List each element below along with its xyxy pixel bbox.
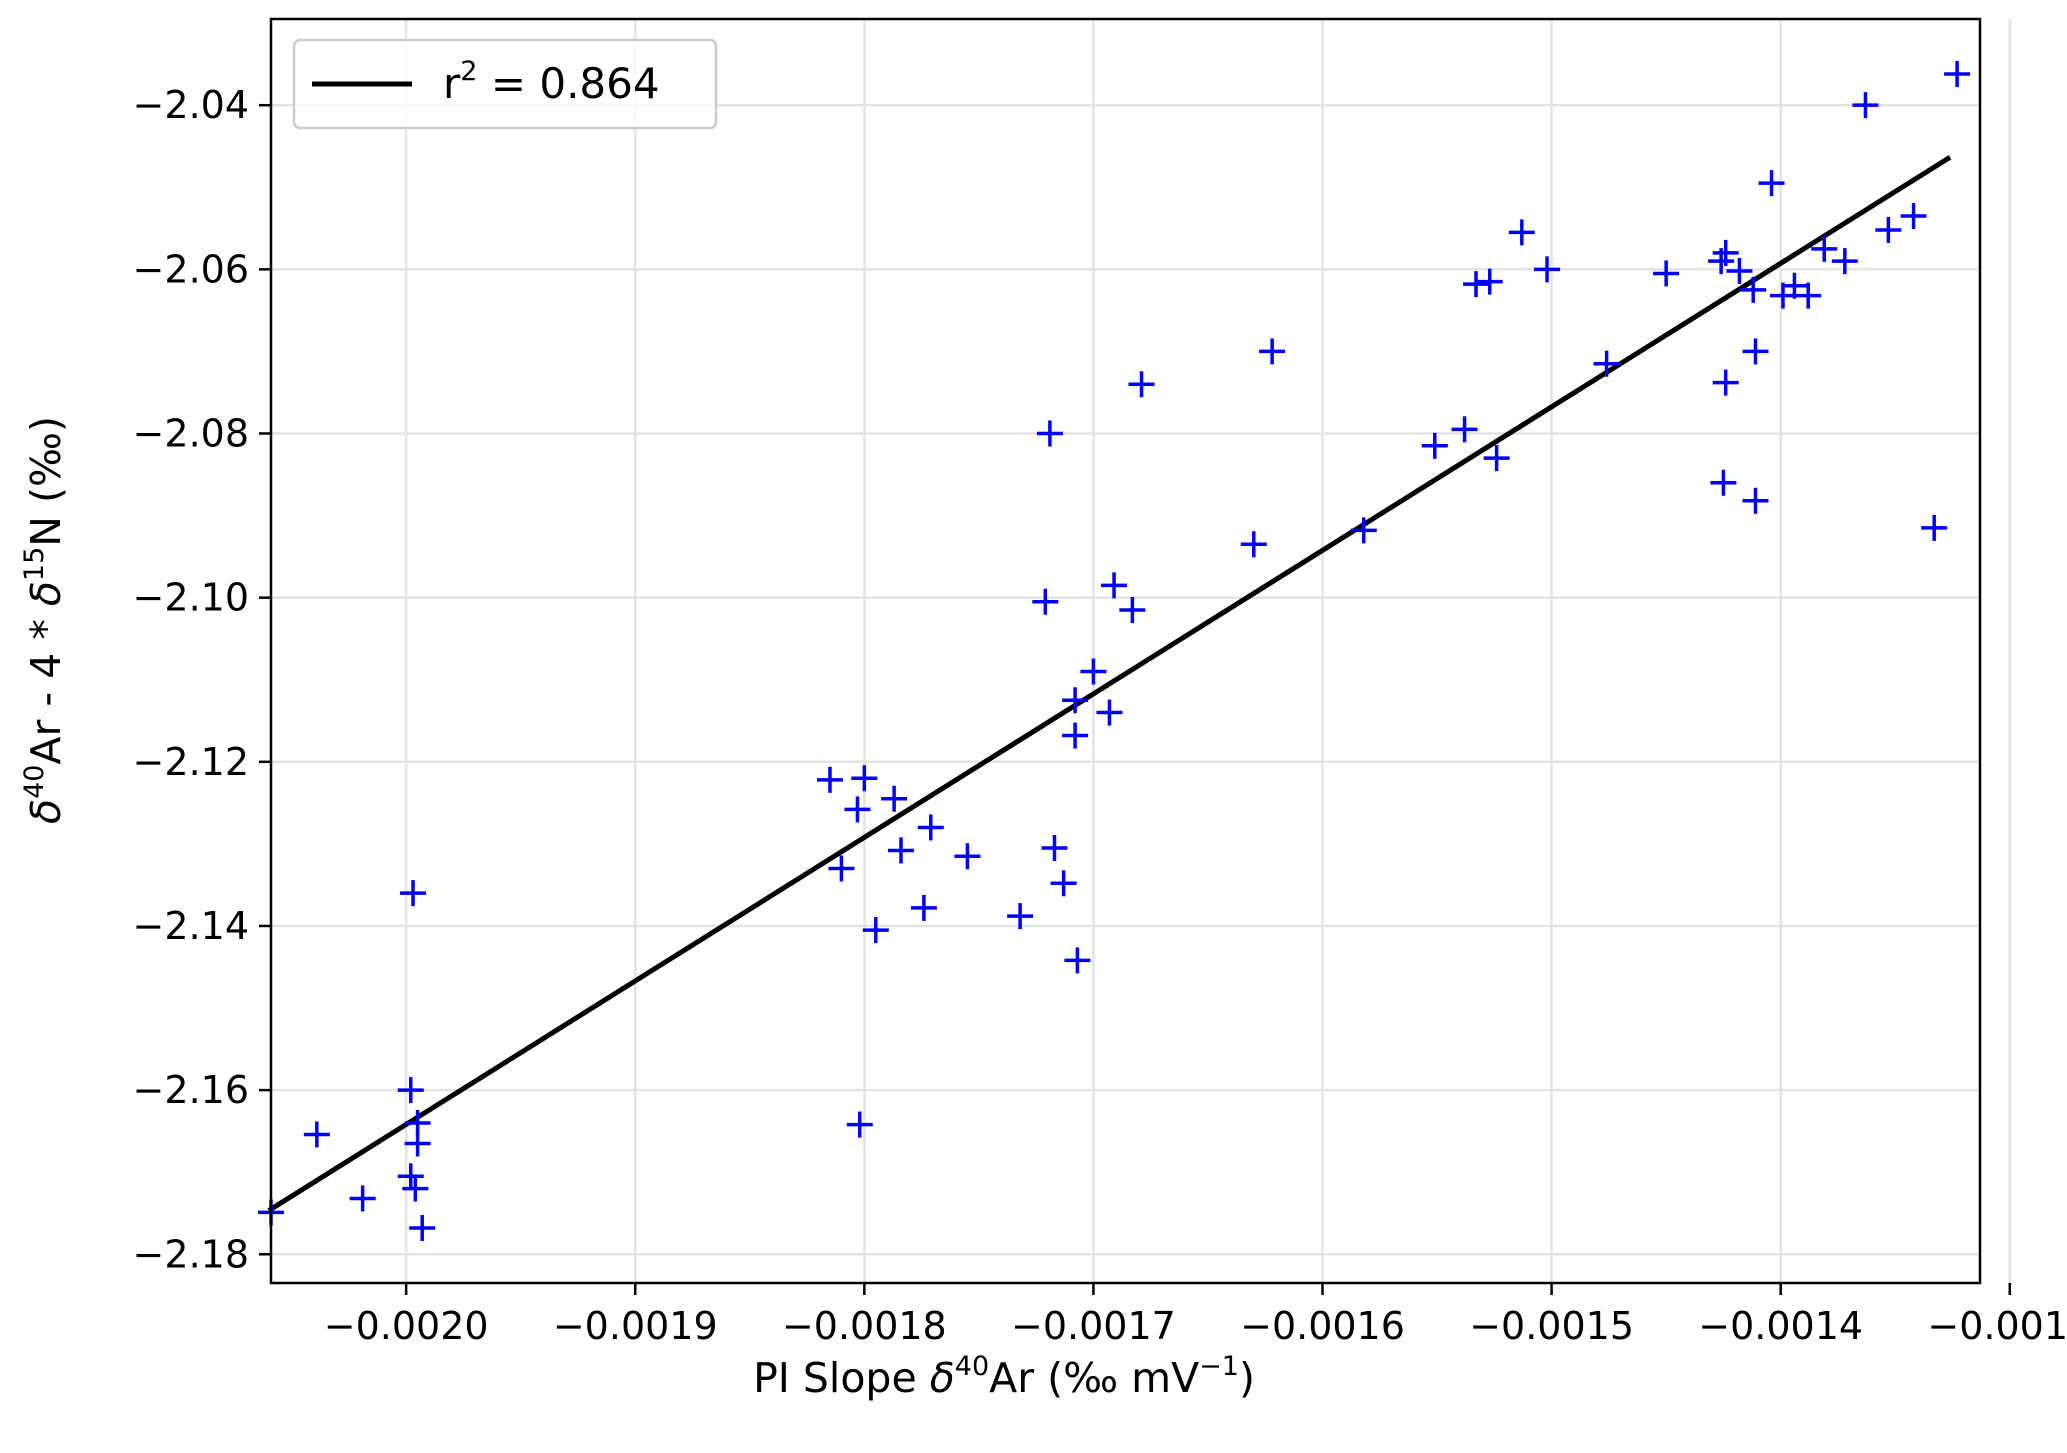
data-point xyxy=(1451,416,1478,443)
y-axis-label: δ40Ar - 4 * δ15N (‰) xyxy=(19,416,70,824)
data-point xyxy=(409,1215,436,1242)
data-point xyxy=(1062,687,1089,714)
data-point xyxy=(1900,202,1927,229)
data-point xyxy=(1712,239,1739,266)
data-point xyxy=(1350,517,1377,544)
fit-line-layer xyxy=(267,155,1952,1213)
data-point xyxy=(1036,420,1063,447)
data-point xyxy=(1944,60,1971,87)
y-tick-label: −2.06 xyxy=(133,247,249,291)
data-point xyxy=(1421,432,1448,459)
data-point xyxy=(1259,338,1286,365)
data-point xyxy=(1921,514,1948,541)
x-tick-label: −0.0020 xyxy=(324,1304,489,1348)
y-tick-label: −2.10 xyxy=(133,576,249,620)
data-point xyxy=(1811,235,1838,262)
data-point xyxy=(1875,216,1902,243)
data-point xyxy=(1119,596,1146,623)
data-point xyxy=(1508,219,1535,246)
data-point xyxy=(1240,531,1267,558)
y-tick-label: −2.14 xyxy=(133,904,249,948)
data-point xyxy=(1726,257,1753,284)
data-point xyxy=(887,837,914,864)
data-point xyxy=(1062,722,1089,749)
x-axis-label: PI Slope δ40Ar (‰ mV−1) xyxy=(753,1351,1255,1402)
x-tick-label: −0.0016 xyxy=(1240,1304,1405,1348)
x-tick-label: −0.0019 xyxy=(553,1304,718,1348)
x-tick-label: −0.0015 xyxy=(1469,1304,1634,1348)
y-tick-label: −2.16 xyxy=(133,1068,249,1112)
y-tick-label: −2.04 xyxy=(133,83,249,127)
data-point xyxy=(917,814,944,841)
data-point xyxy=(954,843,981,870)
data-point xyxy=(881,785,908,812)
data-point xyxy=(1795,282,1822,309)
data-point xyxy=(397,1077,424,1104)
data-point xyxy=(1476,268,1503,295)
data-point xyxy=(402,1175,429,1202)
data-point xyxy=(1710,469,1737,496)
data-point xyxy=(1128,371,1155,398)
data-point xyxy=(1463,271,1490,298)
legend-box xyxy=(292,38,718,130)
legend: r2 = 0.864 xyxy=(292,38,718,130)
data-point xyxy=(1593,350,1620,377)
data-point xyxy=(828,855,855,882)
data-points xyxy=(258,60,1971,1242)
x-tick-label: −0.0017 xyxy=(1011,1304,1176,1348)
data-point xyxy=(349,1185,376,1212)
plot-frame xyxy=(269,17,1982,1285)
grid-lines xyxy=(271,19,2012,1283)
data-point xyxy=(1101,572,1128,599)
x-tick-label: −0.0014 xyxy=(1698,1304,1863,1348)
data-point xyxy=(397,1163,424,1190)
data-point xyxy=(1041,834,1068,861)
data-point xyxy=(1742,487,1769,514)
y-tick-label: −2.08 xyxy=(133,411,249,455)
data-point xyxy=(1653,260,1680,287)
x-tick-label: −0.0018 xyxy=(782,1304,947,1348)
data-point xyxy=(1080,658,1107,685)
data-point xyxy=(1712,369,1739,396)
data-point xyxy=(862,917,889,944)
data-point xyxy=(1781,272,1808,299)
data-point xyxy=(1742,338,1769,365)
data-point xyxy=(1064,947,1091,974)
data-point xyxy=(1758,170,1785,197)
data-point xyxy=(844,796,871,823)
data-point xyxy=(400,880,427,907)
y-axis-ticks: −2.04 −2.06 −2.08 −2.10 −2.12 −2.14 −2.16 −2.18 xyxy=(133,83,271,1276)
data-point xyxy=(851,765,878,792)
y-tick-label: −2.18 xyxy=(133,1232,249,1276)
data-point xyxy=(1483,445,1510,472)
x-axis-ticks: −0.0020 −0.0019 −0.0018 −0.0017 −0.0016 −0.00… xyxy=(324,1283,2067,1348)
data-point xyxy=(1096,699,1123,726)
legend-label: r2 = 0.864 xyxy=(443,56,660,108)
data-point xyxy=(816,766,843,793)
fit-line xyxy=(267,155,1952,1213)
data-point xyxy=(1032,588,1059,615)
data-point xyxy=(846,1111,873,1138)
data-point xyxy=(910,894,937,921)
data-point xyxy=(1007,903,1034,930)
data-point xyxy=(1831,248,1858,275)
data-point xyxy=(303,1121,330,1148)
data-point xyxy=(1534,256,1561,283)
data-point xyxy=(1050,870,1077,897)
data-point xyxy=(1740,276,1767,303)
x-tick-label: −0.0013 xyxy=(1927,1304,2067,1348)
data-point xyxy=(404,1130,431,1157)
data-point xyxy=(1852,92,1879,119)
y-tick-label: −2.12 xyxy=(133,740,249,784)
